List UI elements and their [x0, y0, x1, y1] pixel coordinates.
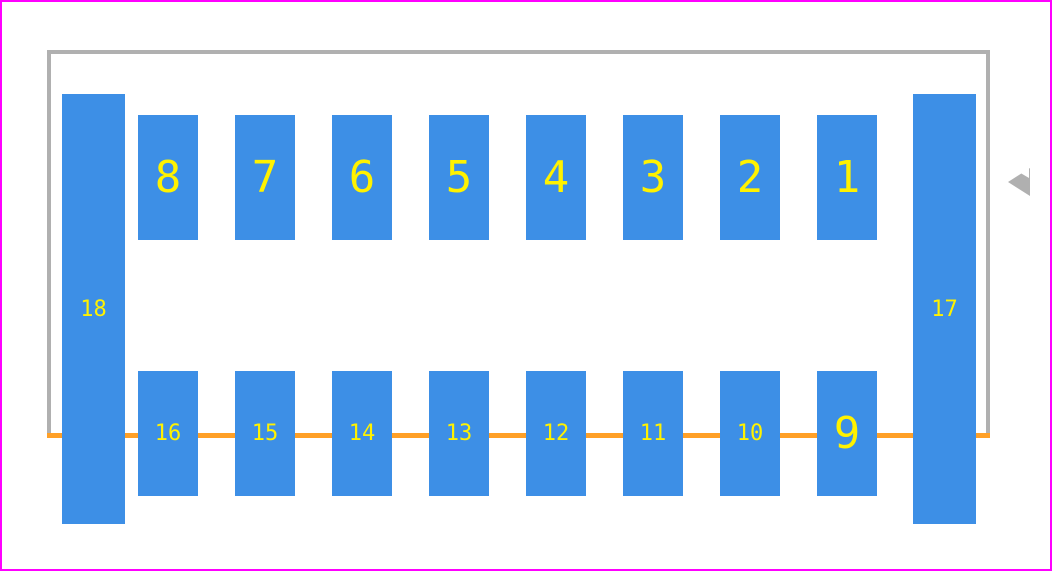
pad-17: 17 [913, 94, 976, 524]
pad-8: 8 [138, 115, 198, 240]
silkscreen-right [986, 50, 990, 435]
pad-14: 14 [332, 371, 392, 496]
pad-9: 9 [817, 371, 877, 496]
pad-5: 5 [429, 115, 489, 240]
pad-18: 18 [62, 94, 125, 524]
pad-3: 3 [623, 115, 683, 240]
pad-16: 16 [138, 371, 198, 496]
pad-4: 4 [526, 115, 586, 240]
pad-11: 11 [623, 371, 683, 496]
pad-7: 7 [235, 115, 295, 240]
pad-12: 12 [526, 371, 586, 496]
silkscreen-top [47, 50, 990, 54]
pad-13: 13 [429, 371, 489, 496]
pad-1: 1 [817, 115, 877, 240]
pad-6: 6 [332, 115, 392, 240]
pad-15: 15 [235, 371, 295, 496]
pad-10: 10 [720, 371, 780, 496]
footprint-canvas: 87654321 16 15 14 13 12 11 10 9 18 17 [0, 0, 1052, 571]
silkscreen-left [47, 50, 51, 435]
pad-2: 2 [720, 115, 780, 240]
